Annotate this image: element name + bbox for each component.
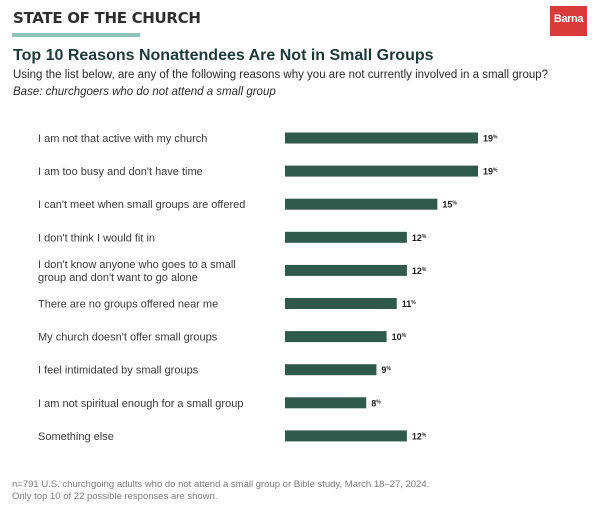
category-label: I don't think I would fit in	[38, 232, 155, 244]
value-label: 8%	[371, 398, 381, 408]
category-label: There are no groups offered near me	[38, 299, 218, 311]
value-label: 12%	[412, 233, 427, 243]
category-label: I feel intimidated by small groups	[38, 365, 199, 377]
chart-title: Top 10 Reasons Nonattendees Are Not in S…	[13, 47, 434, 64]
bar	[285, 397, 367, 409]
category-label: I can't meet when small groups are offer…	[38, 199, 245, 211]
brand-title: STATE OF THE CHURCH	[13, 9, 201, 27]
category-label: My church doesn't offer small groups	[38, 332, 218, 344]
barna-logo: Barna	[550, 6, 587, 36]
bar	[285, 264, 407, 276]
category-label: I am not that active with my church	[38, 133, 207, 145]
chart-base-note: Base: churchgoers who do not attend a sm…	[13, 86, 276, 98]
footnote-line-1: n=791 U.S. churchgoing adults who do not…	[12, 479, 430, 490]
value-label: 19%	[483, 134, 498, 144]
value-label: 19%	[483, 167, 498, 177]
category-label: I don't know anyone who goes to a small g…	[38, 259, 236, 284]
logo-text: Barna	[553, 13, 584, 25]
value-label: 9%	[381, 365, 391, 375]
value-label: 15%	[442, 200, 457, 210]
category-label: Something else	[38, 431, 114, 443]
bar	[285, 430, 407, 442]
value-label: 12%	[412, 431, 427, 441]
value-label: 11%	[402, 299, 417, 309]
value-label: 12%	[412, 266, 427, 276]
category-label: I am too busy and don't have time	[38, 166, 203, 178]
bar	[285, 132, 478, 144]
bar	[285, 198, 438, 210]
category-label: I am not spiritual enough for a small gr…	[38, 398, 243, 410]
value-label: 10%	[392, 332, 407, 342]
bar	[285, 165, 478, 177]
chart-subtitle: Using the list below, are any of the fol…	[13, 69, 549, 81]
bar	[285, 298, 397, 309]
footnote: n=791 U.S. churchgoing adults who do not…	[12, 479, 429, 503]
bar	[285, 331, 387, 343]
footnote-line-2: Only top 10 of 22 possible responses are…	[12, 491, 218, 502]
bar-chart: I am not that active with my church 19% I …	[38, 132, 498, 443]
brand-underline	[12, 33, 140, 37]
bar	[285, 231, 407, 243]
bar	[285, 364, 377, 376]
